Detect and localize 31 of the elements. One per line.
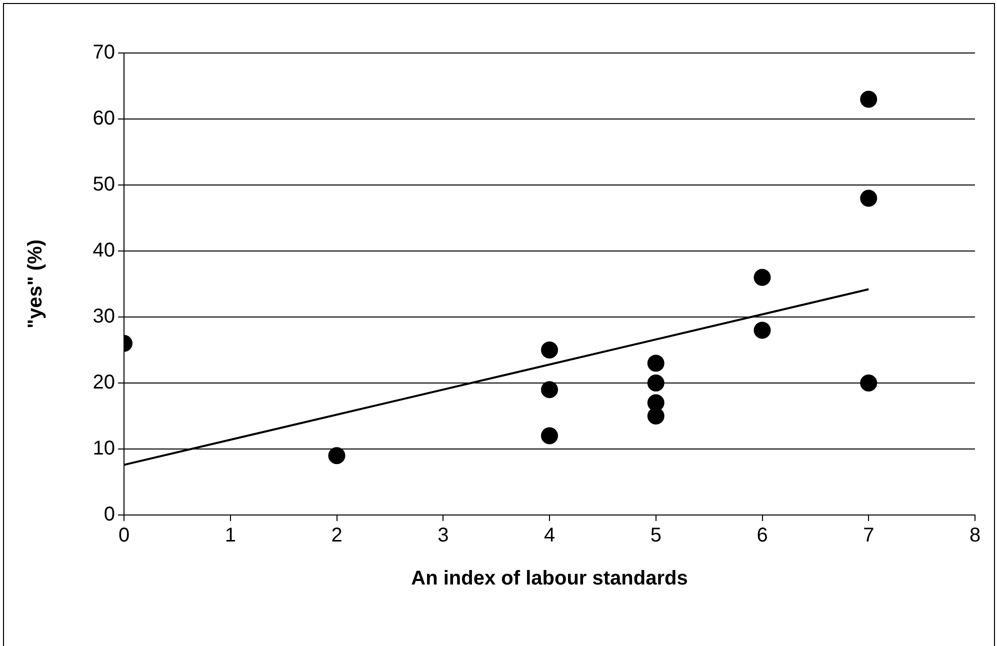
y-axis-title: "yes" (%): [24, 240, 47, 328]
point: [647, 408, 664, 424]
x-tick-label: 5: [650, 524, 662, 547]
point: [541, 427, 558, 444]
point: [754, 322, 771, 339]
point: [541, 381, 558, 398]
y-tick-label: 10: [92, 438, 115, 460]
x-tick-label: 0: [118, 524, 130, 547]
x-tick-label: 3: [438, 524, 449, 547]
x-tick-label: 4: [544, 524, 556, 547]
point: [328, 447, 346, 464]
x-tick-label: 2: [331, 524, 342, 547]
y-tick-label: 40: [92, 240, 115, 262]
point: [860, 374, 878, 392]
y-tick-label: 20: [92, 372, 115, 394]
x-axis-title: An index of labour standards: [411, 568, 688, 590]
y-tick-label: 30: [92, 306, 115, 328]
x-tick-label: 8: [969, 524, 981, 547]
point: [860, 90, 878, 108]
x-tick-label: 7: [863, 524, 874, 547]
x-tick-label: 1: [224, 524, 236, 547]
point: [647, 374, 664, 392]
point: [860, 190, 878, 207]
y-tick-label: 60: [92, 108, 115, 130]
y-tick-label: 70: [92, 42, 115, 64]
y-tick-label: 50: [92, 174, 115, 196]
x-tick-label: 6: [756, 524, 768, 547]
point: [754, 268, 771, 286]
point: [647, 354, 664, 372]
y-tick-label: 0: [104, 504, 115, 526]
point: [541, 342, 558, 358]
